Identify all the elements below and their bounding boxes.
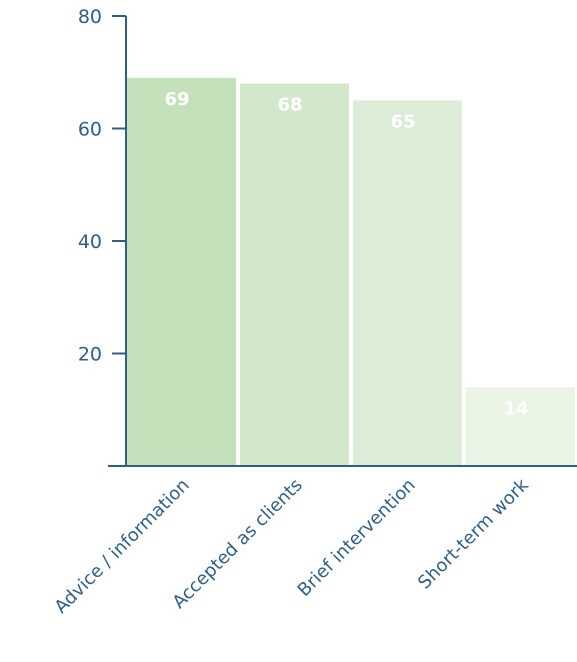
y-ticks-group: 20 40 60 80 xyxy=(78,6,126,366)
data-label-2: 68 xyxy=(277,95,302,116)
y-tick-label-60: 60 xyxy=(78,119,102,141)
x-tick-label-2: Accepted as clients xyxy=(169,475,307,613)
data-label-1: 69 xyxy=(164,89,189,110)
data-label-4: 14 xyxy=(503,398,528,419)
x-tick-label-4: Short-term work xyxy=(414,474,533,593)
x-tick-label-3: Brief intervention xyxy=(294,475,420,601)
bars-group xyxy=(127,77,575,466)
data-labels-group: 69 68 65 14 xyxy=(164,89,528,419)
bar-2 xyxy=(240,83,349,466)
bar-1 xyxy=(127,77,236,466)
bar-4 xyxy=(466,387,575,466)
y-tick-label-80: 80 xyxy=(78,6,102,28)
data-label-3: 65 xyxy=(390,111,415,132)
y-tick-label-20: 20 xyxy=(78,344,102,366)
y-tick-label-40: 40 xyxy=(78,231,102,253)
bar-3 xyxy=(353,100,462,466)
